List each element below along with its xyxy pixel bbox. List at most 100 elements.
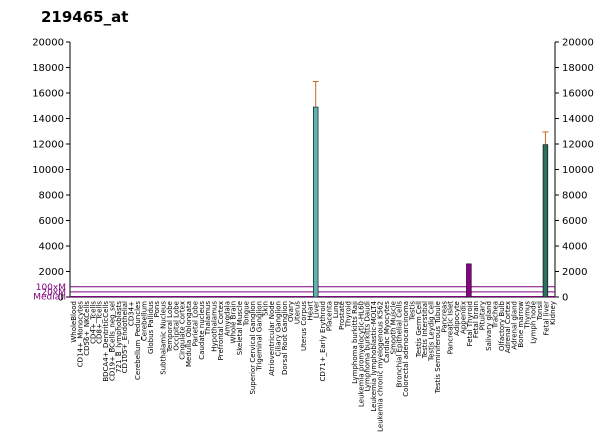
x-tick-label: CD19+_BCells_neg_sel [108, 301, 116, 381]
chart-title: 219465_at [41, 8, 129, 26]
x-tick-label: Appendix [459, 301, 467, 334]
bar [542, 144, 549, 298]
x-tick-label: Occipital Lobe [172, 301, 180, 351]
y-tick-label-left: 6000 [39, 216, 64, 227]
x-tick-label: Parietal Lobe [191, 301, 199, 346]
x-tick-label: Pancreatic Islet [447, 301, 455, 355]
x-tick-label: Placenta [325, 301, 333, 331]
x-tick-label: Adrenal gland [511, 301, 519, 350]
x-tick-label: Adrenal Cortex [504, 301, 512, 353]
x-tick-label: Cardiac Myocytes [383, 301, 391, 363]
y-tick-label-right: 6000 [562, 216, 587, 227]
x-tick-label: Uterus [294, 301, 302, 324]
x-tick-label: Dorsal Root Ganglion [281, 301, 289, 375]
x-tick-label: Skin [262, 301, 270, 316]
x-tick-label: Thyroid [345, 301, 353, 328]
y-tick-label-left: 10000 [32, 165, 64, 176]
x-tick-label: Hypothalamus [211, 301, 219, 352]
bar [312, 106, 319, 298]
bar [466, 263, 472, 298]
y-tick-label-left: 0 [58, 293, 64, 304]
y-tick-label-right: 4000 [562, 242, 587, 253]
x-tick-label: Salivary gland [485, 301, 493, 351]
x-tick-label: CD105+_Endothelial [121, 301, 129, 373]
y-tick-label-left: 8000 [39, 191, 64, 202]
x-tick-label: Globus Pallidus [147, 301, 155, 354]
x-tick-label: Atrioventricular Node [268, 301, 276, 376]
x-tick-label: CD71+_Early Erythroid [319, 301, 327, 381]
x-tick-label: Superior Cervical Ganglion [249, 301, 257, 395]
y-tick-label-left: 20000 [32, 38, 64, 49]
y-tick-label-right: 16000 [562, 89, 594, 100]
y-tick-label-left: 4000 [39, 242, 64, 253]
reference-line-label: 20xM [41, 288, 66, 298]
x-tick-label: Cerebellum [140, 301, 148, 341]
x-tick-label: Colorectal adenocarcinoma [402, 301, 410, 397]
y-tick-label-right: 8000 [562, 191, 587, 202]
x-tick-label: Caudate nucleus [198, 301, 206, 360]
x-tick-label: Skeletal Muscle [236, 301, 244, 355]
reference-line-label: 100xM [36, 283, 66, 293]
y-tick-label-right: 10000 [562, 165, 594, 176]
x-tick-label: Leukemia chronic myelogenous K562 [377, 301, 385, 432]
x-tick-label: Testis Seminiferous Tubule [434, 301, 442, 394]
y-tick-label-right: 12000 [562, 140, 594, 151]
y-tick-label-left: 2000 [39, 267, 64, 278]
y-tick-label-right: 14000 [562, 114, 594, 125]
x-tick-label: Heart [306, 301, 314, 321]
x-tick-label: Trigeminal Ganglion [255, 301, 263, 372]
x-tick-label: 721_B_lymphoblasts [115, 301, 123, 373]
x-tick-label: Liver [313, 301, 321, 318]
y-tick-label-left: 18000 [32, 63, 64, 74]
x-tick-label: BDCA4+_DentriticCells [102, 301, 110, 382]
x-tick-label: Temporal Lobe [166, 301, 174, 353]
x-tick-label: CD34+ [128, 301, 136, 326]
x-tick-label: Pancreas [440, 301, 448, 333]
x-tick-label: Prefrontal Cortex [217, 301, 225, 360]
x-tick-label: Ovary [287, 301, 295, 322]
x-tick-label: CD8+_Tcells [96, 301, 104, 344]
x-tick-label: Leukemia lymphoblastic-MOLT4 [370, 300, 378, 411]
x-tick-label: Testis Germ Cell [415, 301, 423, 358]
y-tick-label-right: 18000 [562, 63, 594, 74]
x-tick-label: Leukemia promyelocytic-HL60 [357, 301, 365, 407]
x-tick-label: Olfactory Bulb [498, 300, 506, 351]
x-tick-label: Fetal Thyroid [466, 301, 474, 346]
x-tick-label: Testis Interstitial [421, 301, 429, 359]
x-tick-label: Fetal brain [472, 301, 480, 338]
x-tick-label: Cerebellum_Peduncles [134, 301, 142, 380]
x-tick-label: Prostate [338, 301, 346, 330]
y-tick-label-left: 12000 [32, 140, 64, 151]
x-tick-label: Lymph node [530, 301, 538, 344]
x-tick-label: Pons [153, 301, 161, 318]
x-tick-label: Smooth Muscle [389, 301, 397, 354]
x-tick-label: Thymus [523, 301, 531, 330]
x-tick-label: Fetal liver [542, 301, 550, 335]
x-tick-label: Whole Brain [230, 301, 238, 343]
x-tick-label: Tongue [242, 301, 250, 327]
x-tick-label: Pituitary [479, 301, 487, 330]
y-tick-label-left: 14000 [32, 114, 64, 125]
x-tick-label: Ciliary Ganglion [274, 301, 282, 356]
x-tick-label: Bronchial Epithelial Cells [396, 301, 404, 388]
y-tick-label-right: 2000 [562, 267, 587, 278]
x-tick-label: Adipocyte [453, 301, 461, 336]
x-tick-label: Medulla Oblongata [185, 301, 193, 367]
x-tick-label: Lung [332, 301, 340, 318]
y-tick-label-right: 20000 [562, 38, 594, 49]
x-tick-label: Kidney [549, 301, 557, 325]
y-tick-label-left: 16000 [32, 89, 64, 100]
x-tick-label: Lymphoma burkitts Daudi [364, 301, 372, 391]
x-tick-label: Trachea [491, 301, 499, 329]
x-tick-label: Tonsil [536, 301, 544, 321]
x-tick-label: Uterus Corpus [300, 301, 308, 351]
x-tick-label: Lymphoma burkitts Raji [351, 301, 359, 384]
x-tick-label: Amygdala [223, 301, 231, 336]
x-tick-label: Testis [408, 301, 416, 322]
x-tick-label: Cingulate Cortex [179, 301, 187, 360]
x-tick-label: WholeBlood [70, 301, 78, 343]
x-tick-label: CD14+_Monocytes [77, 301, 85, 368]
x-tick-label: CD56+_NKCells [83, 301, 91, 356]
